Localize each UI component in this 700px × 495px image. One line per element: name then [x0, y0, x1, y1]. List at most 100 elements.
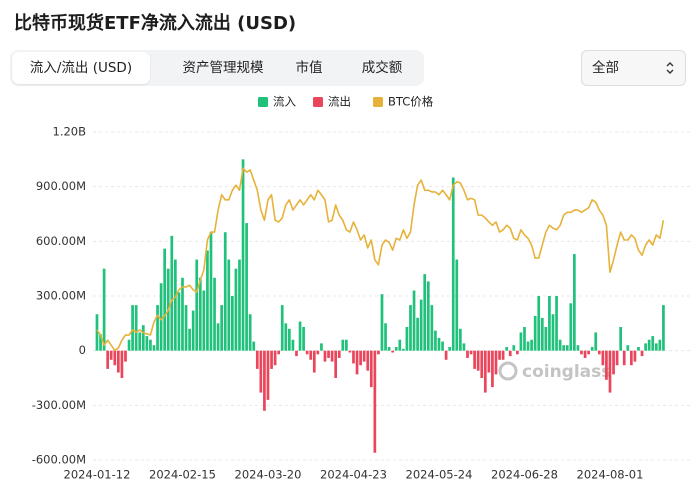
- bar: [127, 339, 131, 351]
- bar: [366, 350, 370, 371]
- bar: [124, 350, 127, 362]
- bar: [341, 339, 345, 351]
- bar: [444, 350, 448, 360]
- bar: [223, 232, 227, 351]
- bar: [99, 334, 102, 351]
- bar: [654, 343, 658, 351]
- bar: [498, 350, 501, 360]
- bar: [637, 347, 640, 351]
- bar: [619, 326, 623, 351]
- bar: [302, 326, 305, 351]
- bar: [305, 350, 309, 355]
- tab[interactable]: 市值: [295, 60, 323, 76]
- bar: [508, 350, 512, 357]
- bar: [651, 336, 655, 351]
- range-select[interactable]: 全部: [581, 50, 686, 86]
- tab[interactable]: 成交额: [361, 60, 403, 76]
- bar: [102, 268, 106, 351]
- bar: [334, 350, 338, 378]
- x-tick-label: 2024-04-23: [320, 468, 387, 482]
- bar: [202, 290, 206, 351]
- bar: [558, 339, 562, 351]
- bar: [273, 350, 277, 366]
- bar: [241, 159, 245, 351]
- bar: [120, 350, 124, 378]
- bar: [430, 305, 434, 351]
- bar: [280, 305, 284, 351]
- bar: [569, 303, 573, 351]
- bar: [195, 259, 199, 351]
- bar: [416, 317, 419, 351]
- bar: [605, 350, 608, 380]
- bar: [583, 350, 587, 358]
- x-tick-label: 2024-01-12: [64, 468, 131, 482]
- bar: [516, 350, 519, 355]
- x-tick-label: 2024-06-28: [491, 468, 558, 482]
- bar: [394, 347, 398, 351]
- watermark-logo: [498, 361, 518, 381]
- bar: [451, 177, 455, 351]
- bar: [259, 350, 263, 393]
- y-tick-label: 600.00M: [36, 234, 86, 248]
- bar: [159, 283, 163, 351]
- bar: [391, 350, 395, 353]
- y-tick-label: 0: [79, 343, 86, 357]
- bar: [622, 350, 626, 366]
- bar: [544, 326, 548, 351]
- bar: [355, 350, 359, 375]
- bar: [587, 350, 590, 355]
- bar: [540, 317, 544, 351]
- bar: [141, 325, 145, 351]
- bar: [455, 259, 459, 351]
- bar: [106, 350, 110, 369]
- legend-swatch: [373, 97, 383, 107]
- bar: [562, 345, 566, 351]
- bar: [530, 339, 533, 351]
- x-tick-label: 2024-03-20: [235, 468, 302, 482]
- y-tick-label: -300.00M: [32, 398, 86, 412]
- bar: [316, 350, 320, 355]
- bar: [369, 350, 373, 388]
- bar: [109, 350, 113, 360]
- bar: [184, 305, 188, 351]
- bar: [437, 337, 441, 351]
- bar: [255, 350, 259, 369]
- tab[interactable]: 资产管理规模: [182, 60, 264, 76]
- bar: [476, 350, 480, 371]
- bar: [491, 350, 494, 388]
- bar: [462, 343, 466, 351]
- bar: [270, 350, 273, 369]
- bar: [398, 339, 402, 351]
- bar: [174, 259, 177, 351]
- bar: [487, 350, 491, 373]
- bar: [565, 345, 569, 351]
- bar: [448, 347, 452, 351]
- range-select-label: 全部: [592, 60, 619, 76]
- tab[interactable]: 流入/流出 (USD): [12, 52, 150, 84]
- bar: [373, 350, 377, 453]
- bar: [231, 296, 234, 351]
- bar: [209, 232, 213, 351]
- bar: [533, 316, 537, 351]
- bar: [377, 350, 380, 355]
- bar: [288, 328, 291, 351]
- y-tick-label: 300.00M: [36, 289, 86, 303]
- bar: [662, 305, 665, 351]
- bar: [494, 350, 498, 375]
- bar: [134, 305, 138, 351]
- bar: [309, 350, 313, 360]
- bar: [573, 254, 576, 351]
- bar: [298, 321, 302, 351]
- bar: [213, 277, 216, 351]
- bar: [644, 343, 647, 351]
- bar: [220, 305, 224, 351]
- bar: [412, 290, 416, 351]
- tab-bar: 流入/流出 (USD) 资产管理规模 市值 成交额: [10, 50, 424, 86]
- bar: [234, 268, 238, 351]
- bar: [608, 350, 612, 393]
- bar: [423, 274, 427, 351]
- bar: [284, 323, 288, 351]
- bar: [188, 328, 191, 351]
- bar: [480, 350, 484, 378]
- watermark: coinglass: [498, 361, 611, 382]
